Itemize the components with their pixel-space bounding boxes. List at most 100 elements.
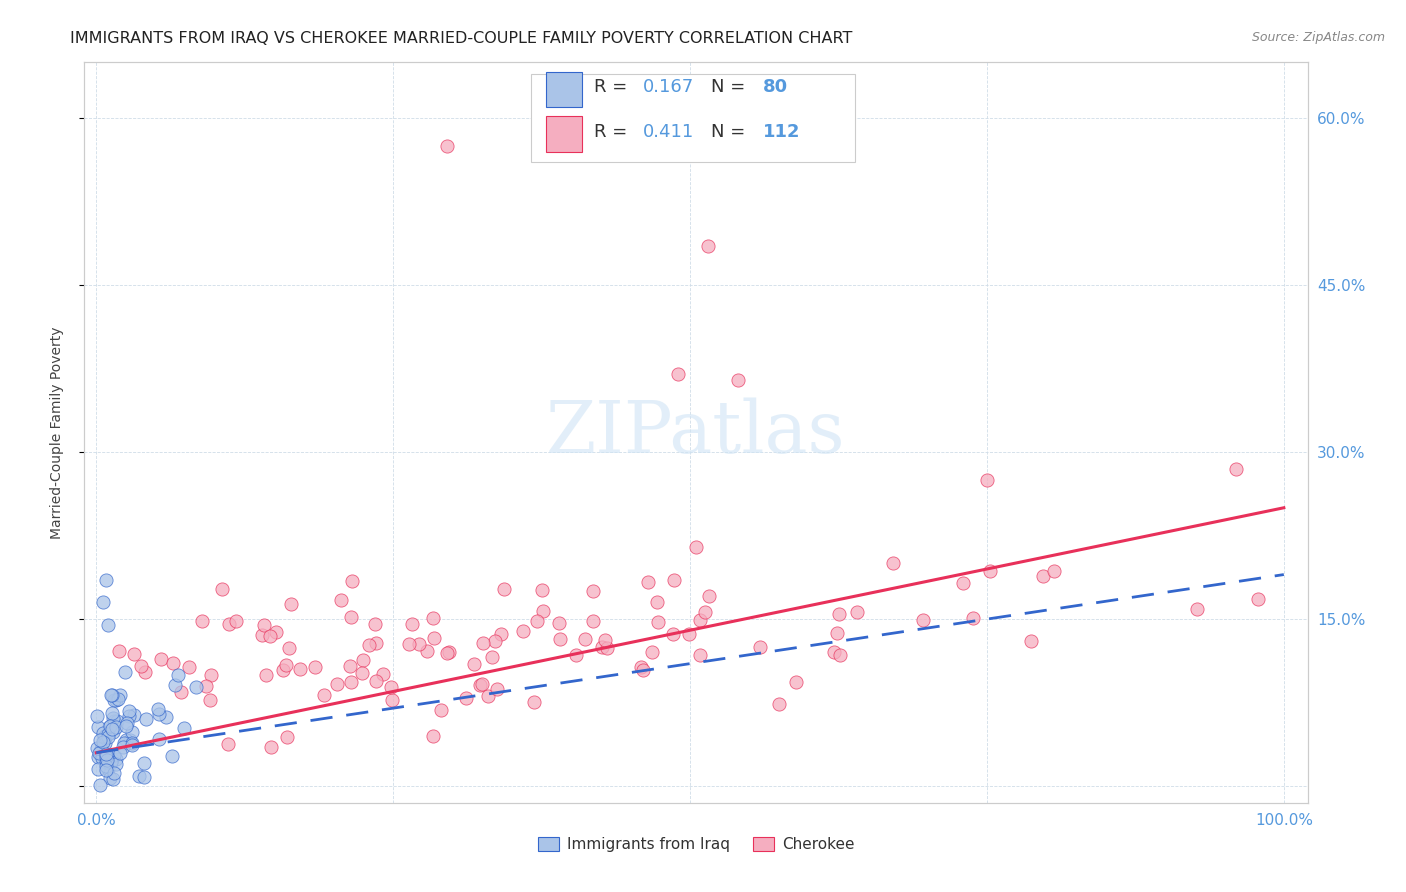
Y-axis label: Married-Couple Family Poverty: Married-Couple Family Poverty [49,326,63,539]
Point [422,611,444,625]
Point [463,657,485,671]
Point [112,736,135,750]
Point [103,747,125,762]
Point [422,631,444,645]
Point [326,677,349,691]
Point [1032,569,1054,583]
Point [96,753,118,767]
Point [339,659,361,673]
Text: N =: N = [710,78,751,96]
Point [340,574,363,588]
Point [260,740,283,755]
Text: 112: 112 [763,123,801,141]
Point [101,752,124,766]
Point [689,613,711,627]
Point [105,693,128,707]
Point [101,711,124,725]
Point [135,713,157,727]
Point [340,674,363,689]
Point [160,749,183,764]
Point [574,632,596,646]
Point [526,615,548,629]
Point [401,616,423,631]
Point [200,667,222,681]
Point [595,633,617,648]
Point [1187,602,1209,616]
Point [114,665,136,679]
Point [494,582,516,596]
Point [87,720,110,734]
Point [101,772,124,787]
Point [103,714,125,728]
Point [97,730,120,744]
Point [398,637,420,651]
Point [225,615,247,629]
Point [696,239,718,253]
Point [124,708,146,723]
Text: 0.411: 0.411 [644,123,695,141]
Point [253,617,276,632]
Point [107,692,129,706]
Point [785,675,807,690]
Point [364,674,387,689]
Point [104,752,127,766]
Point [86,709,108,723]
Point [97,727,120,741]
Point [468,678,491,692]
Point [596,640,619,655]
Point [118,732,141,747]
Text: ZIPatlas: ZIPatlas [546,397,846,468]
Point [115,719,138,733]
Point [422,730,444,744]
Point [304,660,326,674]
Point [134,770,156,784]
Point [357,638,380,652]
Point [477,690,499,704]
Point [1043,564,1066,578]
Point [111,740,134,755]
Text: 80: 80 [763,78,789,96]
Point [94,763,117,777]
Point [128,769,150,783]
Point [548,616,571,631]
Point [134,665,156,679]
Point [97,720,120,734]
Point [124,647,146,661]
Point [454,691,477,706]
Point [191,614,214,628]
Point [491,627,513,641]
Point [314,688,336,702]
Point [93,595,115,609]
Point [962,611,984,625]
Point [548,632,571,647]
Point [101,722,124,736]
Point [149,652,172,666]
Point [484,633,506,648]
Point [173,721,195,735]
Point [689,648,711,662]
Point [162,656,184,670]
FancyBboxPatch shape [546,71,582,107]
Point [108,688,131,702]
Point [408,637,430,651]
Point [91,747,114,762]
Point [437,645,460,659]
Point [330,593,353,607]
Point [100,688,122,702]
Point [685,540,707,554]
Point [664,573,686,587]
Point [271,663,294,677]
Point [117,716,139,731]
Point [89,778,111,792]
Point [94,756,117,770]
Point [118,709,141,723]
Point [87,746,110,760]
Point [485,681,508,696]
Point [952,575,974,590]
Point [94,749,117,764]
Point [91,726,114,740]
Point [523,695,546,709]
Point [645,595,668,609]
Point [117,704,139,718]
Point [163,678,186,692]
